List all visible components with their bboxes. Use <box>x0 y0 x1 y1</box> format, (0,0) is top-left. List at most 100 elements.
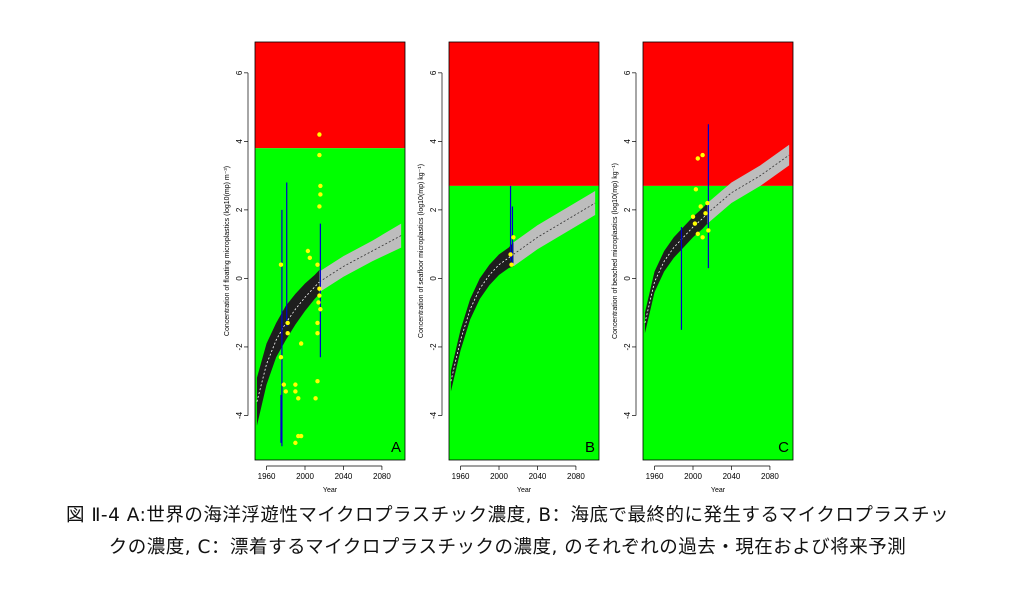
data-point <box>313 396 318 401</box>
data-point <box>293 389 298 394</box>
plot-frame <box>642 41 794 461</box>
data-point <box>318 192 323 197</box>
data-point <box>298 341 304 346</box>
panel-label: A <box>391 439 401 456</box>
y-tick-label: 6 <box>235 70 244 75</box>
x-tick-label: 2040 <box>723 472 741 481</box>
below-threshold-zone <box>643 185 793 460</box>
data-point <box>706 228 711 233</box>
data-point <box>315 320 320 326</box>
data-point <box>316 300 321 305</box>
y-tick-label: 4 <box>235 139 244 144</box>
x-tick-label: 1960 <box>452 472 470 481</box>
fit-median <box>256 281 320 402</box>
data-point <box>315 262 320 267</box>
data-point <box>298 433 304 439</box>
y-tick-label: 4 <box>429 139 438 144</box>
data-point <box>698 204 703 209</box>
data-point <box>509 262 514 267</box>
x-tick-label: 2000 <box>296 472 314 481</box>
x-axis-title: Year <box>711 487 726 494</box>
x-tick-label: 1960 <box>258 472 276 481</box>
projection-band <box>319 223 402 293</box>
data-point <box>318 307 323 312</box>
x-tick-label: 2000 <box>490 472 508 481</box>
data-point <box>317 204 322 209</box>
x-tick-label: 2080 <box>761 472 779 481</box>
data-point <box>278 355 284 360</box>
x-tick-label: 2080 <box>373 472 391 481</box>
panel <box>449 42 599 460</box>
x-tick-label: 2040 <box>529 472 547 481</box>
x-tick-label: 2080 <box>567 472 585 481</box>
x-axis-title: Year <box>517 487 532 494</box>
y-tick-label: 6 <box>429 70 438 75</box>
data-point <box>511 235 516 240</box>
above-threshold-zone <box>449 42 599 186</box>
y-tick-label: 2 <box>429 207 438 212</box>
data-point <box>317 286 322 291</box>
data-point <box>695 231 701 237</box>
x-tick-label: 1960 <box>646 472 664 481</box>
data-point <box>293 382 298 387</box>
panel-label: B <box>585 439 595 456</box>
data-point <box>703 211 708 216</box>
y-tick-label: -2 <box>623 343 632 351</box>
y-tick-label: -4 <box>429 411 438 419</box>
y-axis-title: Concentration of floating microplastics … <box>224 166 231 336</box>
y-tick-label: -2 <box>235 343 244 351</box>
panel-label: C <box>778 439 789 456</box>
plot-frame <box>448 41 600 461</box>
data-point <box>317 152 322 158</box>
data-point <box>285 320 290 326</box>
data-point <box>318 183 323 189</box>
projection-median <box>319 235 402 283</box>
y-tick-label: 2 <box>623 207 632 212</box>
data-point <box>315 378 320 384</box>
y-axis-title: Concentration of seafloor microplastics … <box>418 164 425 338</box>
y-tick-label: 2 <box>235 207 244 212</box>
fit-median <box>450 254 514 382</box>
y-tick-label: 0 <box>429 276 438 281</box>
data-point <box>281 382 287 387</box>
projection-median <box>707 154 790 214</box>
data-point <box>700 235 705 240</box>
data-point <box>700 152 705 158</box>
figure: A -4 -2 0 2 4 6 Concentration of floating micro… <box>224 41 794 494</box>
fit-band <box>644 203 708 334</box>
panel <box>255 42 405 460</box>
data-point <box>296 396 301 401</box>
data-point <box>307 255 313 261</box>
fit-median <box>644 213 708 324</box>
fit-band <box>256 269 320 426</box>
y-tick-label: -2 <box>429 343 438 351</box>
plot-frame <box>254 41 406 461</box>
panel <box>643 42 793 460</box>
data-point <box>317 132 322 137</box>
y-tick-label: -4 <box>623 411 632 419</box>
caption: 図 Ⅱ-4 A:世界の海洋浮遊性マイクロプラスチック濃度, B：海底で最終的に発… <box>65 505 950 558</box>
data-point <box>692 221 698 226</box>
data-point <box>283 389 288 394</box>
data-point <box>293 440 298 446</box>
data-point <box>315 331 320 336</box>
data-point <box>693 187 699 192</box>
projection-band <box>513 191 596 267</box>
y-tick-label: -4 <box>235 411 244 419</box>
below-threshold-zone <box>449 185 599 460</box>
above-threshold-zone <box>255 42 405 149</box>
projection-band <box>707 144 790 224</box>
y-tick-label: 0 <box>623 276 632 281</box>
data-point <box>690 214 696 219</box>
data-point <box>305 248 311 254</box>
x-axis-title: Year <box>323 487 338 494</box>
y-axis-title: Concentration of beached microplastics (… <box>612 163 619 339</box>
data-point <box>508 252 513 257</box>
data-point <box>705 200 710 206</box>
x-tick-label: 2000 <box>684 472 702 481</box>
data-point <box>317 293 322 298</box>
y-tick-label: 0 <box>235 276 244 281</box>
data-point <box>278 262 284 267</box>
data-point <box>695 156 701 161</box>
